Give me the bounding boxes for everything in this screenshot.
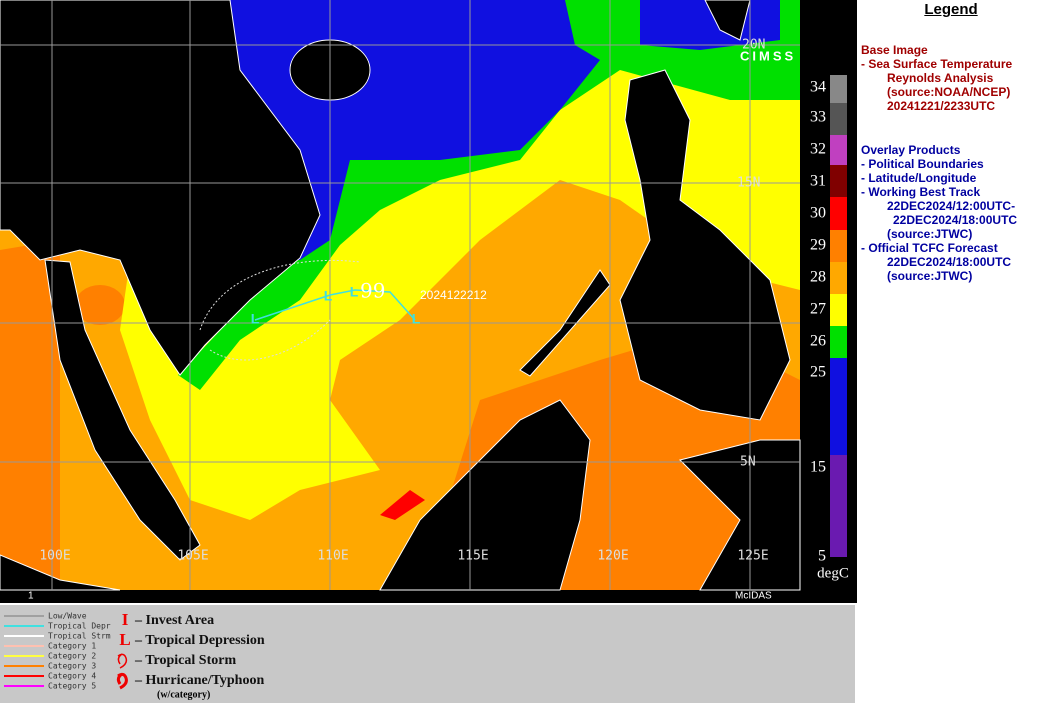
symbol-label: – Invest Area bbox=[134, 613, 214, 628]
land bbox=[0, 0, 801, 591]
software: McIDAS bbox=[735, 591, 772, 602]
symbol-note: (w/category) bbox=[157, 689, 210, 700]
colorbar-tick: 32 bbox=[810, 141, 826, 158]
colorbar-segment bbox=[830, 262, 847, 294]
best-track bbox=[254, 289, 416, 321]
colorbar-tick: 15 bbox=[810, 459, 826, 476]
colorbar-tick: 34 bbox=[810, 79, 826, 96]
colorbar-tick: 26 bbox=[810, 333, 826, 350]
symbol: L bbox=[119, 630, 130, 649]
legend-panel: Legend Base Image - Sea Surface Temperat… bbox=[857, 0, 1045, 703]
colorbar-segment bbox=[830, 294, 847, 326]
track-legend-label: Tropical Depr bbox=[48, 622, 111, 631]
lat-label: 5N bbox=[740, 455, 756, 470]
colorbar-tick: 31 bbox=[810, 173, 826, 190]
colorbar-tick: 30 bbox=[810, 205, 826, 222]
typhoon-icon bbox=[116, 672, 128, 690]
colorbar-segment bbox=[830, 135, 847, 165]
colorbar-segment bbox=[830, 358, 847, 455]
track-marker: L bbox=[324, 288, 333, 304]
legend-title: Legend bbox=[924, 1, 978, 18]
philippines bbox=[619, 69, 791, 421]
track-legend-label: Tropical Strm bbox=[48, 632, 111, 641]
colorbar-segment bbox=[830, 326, 847, 358]
item: - Working Best Track bbox=[861, 185, 981, 199]
item: - Sea Surface Temperature bbox=[861, 57, 1013, 71]
storm-symbol: 99 bbox=[360, 279, 385, 303]
colorbar bbox=[830, 75, 847, 557]
lon-label: 100E bbox=[39, 549, 70, 564]
colorbar-tick: 5 bbox=[818, 548, 826, 565]
symbol-label: – Tropical Depression bbox=[134, 633, 265, 648]
item: - Political Boundaries bbox=[861, 157, 984, 171]
lon-label: 115E bbox=[457, 549, 488, 564]
symbol: I bbox=[122, 610, 129, 629]
lon-label: 120E bbox=[597, 549, 628, 564]
detail: 22DEC2024/18:00UTC bbox=[893, 213, 1018, 227]
track-legend-label: Category 3 bbox=[48, 662, 96, 671]
colorbar-unit: degC bbox=[817, 565, 849, 581]
storm-icon bbox=[117, 653, 128, 669]
detail: (source:NOAA/NCEP) bbox=[887, 85, 1011, 99]
track-time: 2024122212 bbox=[420, 288, 487, 302]
heading: Overlay Products bbox=[861, 143, 961, 157]
colorbar-tick: 28 bbox=[810, 269, 826, 286]
sst-29 bbox=[75, 285, 125, 325]
colorbar-segment bbox=[830, 103, 847, 135]
detail: Reynolds Analysis bbox=[887, 71, 994, 85]
sulawesi bbox=[679, 439, 801, 591]
lon-label: 110E bbox=[317, 549, 348, 564]
item: - Latitude/Longitude bbox=[861, 171, 977, 185]
colorbar-segment bbox=[830, 197, 847, 230]
track-legend-label: Category 4 bbox=[48, 672, 96, 681]
track-legend-label: Category 5 bbox=[48, 682, 96, 691]
sumatra bbox=[0, 554, 121, 591]
symbol-label: – Tropical Storm bbox=[134, 653, 236, 668]
colorbar-segment bbox=[830, 455, 847, 557]
detail: 22DEC2024/12:00UTC- bbox=[887, 199, 1016, 213]
colorbar-tick: 29 bbox=[810, 237, 826, 254]
lon-label: 125E bbox=[737, 549, 768, 564]
lat-label: 20N bbox=[742, 38, 765, 53]
colorbar-segment bbox=[830, 75, 847, 103]
detail: (source:JTWC) bbox=[887, 269, 973, 283]
malay-peninsula bbox=[44, 259, 201, 561]
indochina bbox=[0, 0, 321, 376]
legend-body: Base Image - Sea Surface Temperature Rey… bbox=[861, 43, 1017, 283]
colorbar-tick: 33 bbox=[810, 109, 826, 126]
sst-30 bbox=[380, 490, 425, 520]
track-marker: L bbox=[350, 284, 359, 300]
track-marker: L bbox=[412, 311, 421, 327]
colorbar-segment bbox=[830, 165, 847, 197]
frame-number: 1 bbox=[28, 591, 34, 602]
colorbar-tick: 27 bbox=[810, 301, 826, 318]
sst-29 bbox=[0, 240, 60, 590]
detail: (source:JTWC) bbox=[887, 227, 973, 241]
colorbar-tick: 25 bbox=[810, 364, 826, 381]
track-legend-label: Low/Wave bbox=[48, 612, 87, 621]
lon-label: 105E bbox=[177, 549, 208, 564]
borneo bbox=[379, 399, 591, 591]
track-legend-label: Category 2 bbox=[48, 652, 96, 661]
track-marker: L bbox=[251, 311, 260, 327]
track-legend-label: Category 1 bbox=[48, 642, 96, 651]
symbol-label: – Hurricane/Typhoon bbox=[134, 673, 264, 688]
item: - Official TCFC Forecast bbox=[861, 241, 998, 255]
logo-text: CIMSS bbox=[740, 48, 796, 63]
track-legend-panel bbox=[0, 605, 855, 703]
detail: 20241221/2233UTC bbox=[887, 99, 996, 113]
lat-label: 15N bbox=[737, 176, 760, 191]
taiwan bbox=[704, 0, 751, 41]
spacer bbox=[861, 113, 1017, 143]
forecast-cone bbox=[199, 259, 361, 361]
map-panel: 99 2024122212 CIMSS 1 McIDAS (w/category… bbox=[0, 0, 857, 703]
detail: 22DEC2024/18:00UTC bbox=[887, 255, 1012, 269]
graticule bbox=[0, 0, 800, 590]
colorbar-segment bbox=[830, 230, 847, 262]
heading: Base Image bbox=[861, 43, 928, 57]
